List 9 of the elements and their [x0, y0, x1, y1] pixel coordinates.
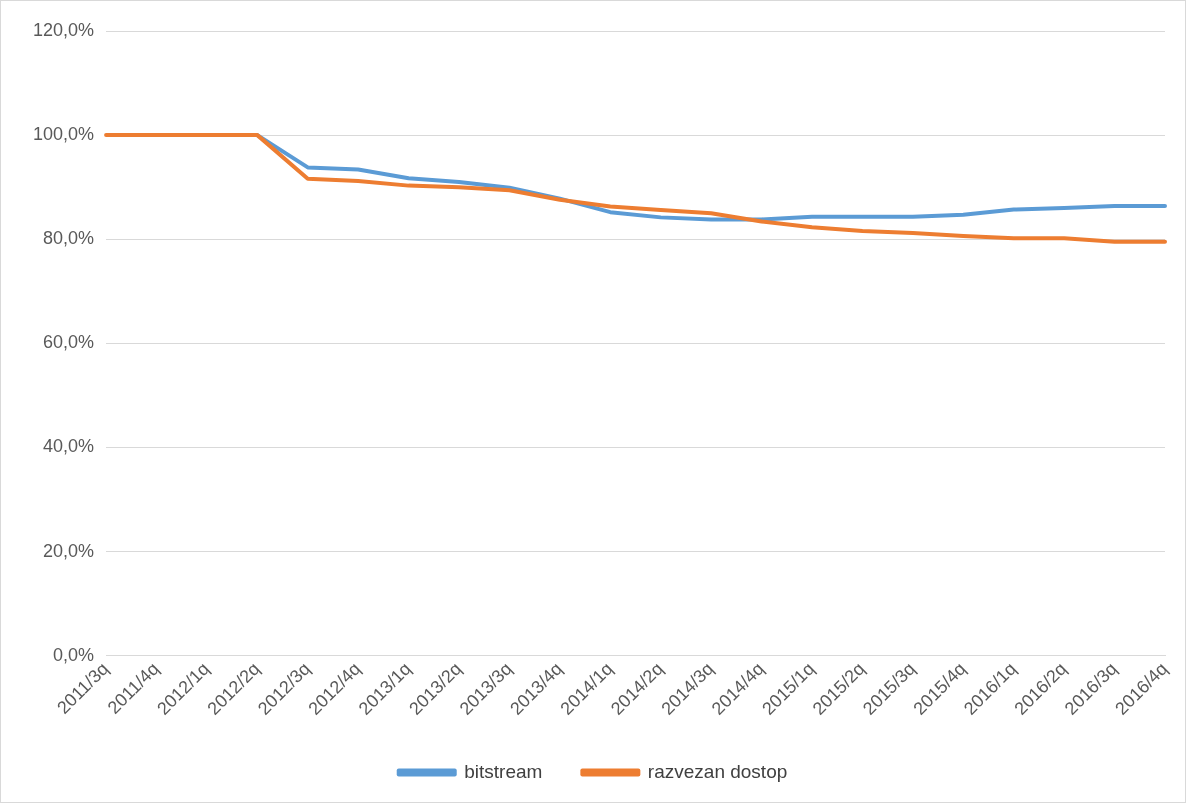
legend-label: razvezan dostop: [647, 760, 788, 782]
y-tick-label: 80,0%: [43, 228, 95, 249]
y-tick-label: 0,0%: [53, 644, 95, 665]
y-tick-label: 120,0%: [32, 19, 95, 40]
y-tick-label: 60,0%: [43, 332, 95, 353]
y-tick-label: 100,0%: [32, 124, 95, 145]
legend-label: bitstream: [464, 760, 543, 782]
y-tick-label: 20,0%: [43, 540, 95, 561]
y-tick-label: 40,0%: [43, 436, 95, 457]
